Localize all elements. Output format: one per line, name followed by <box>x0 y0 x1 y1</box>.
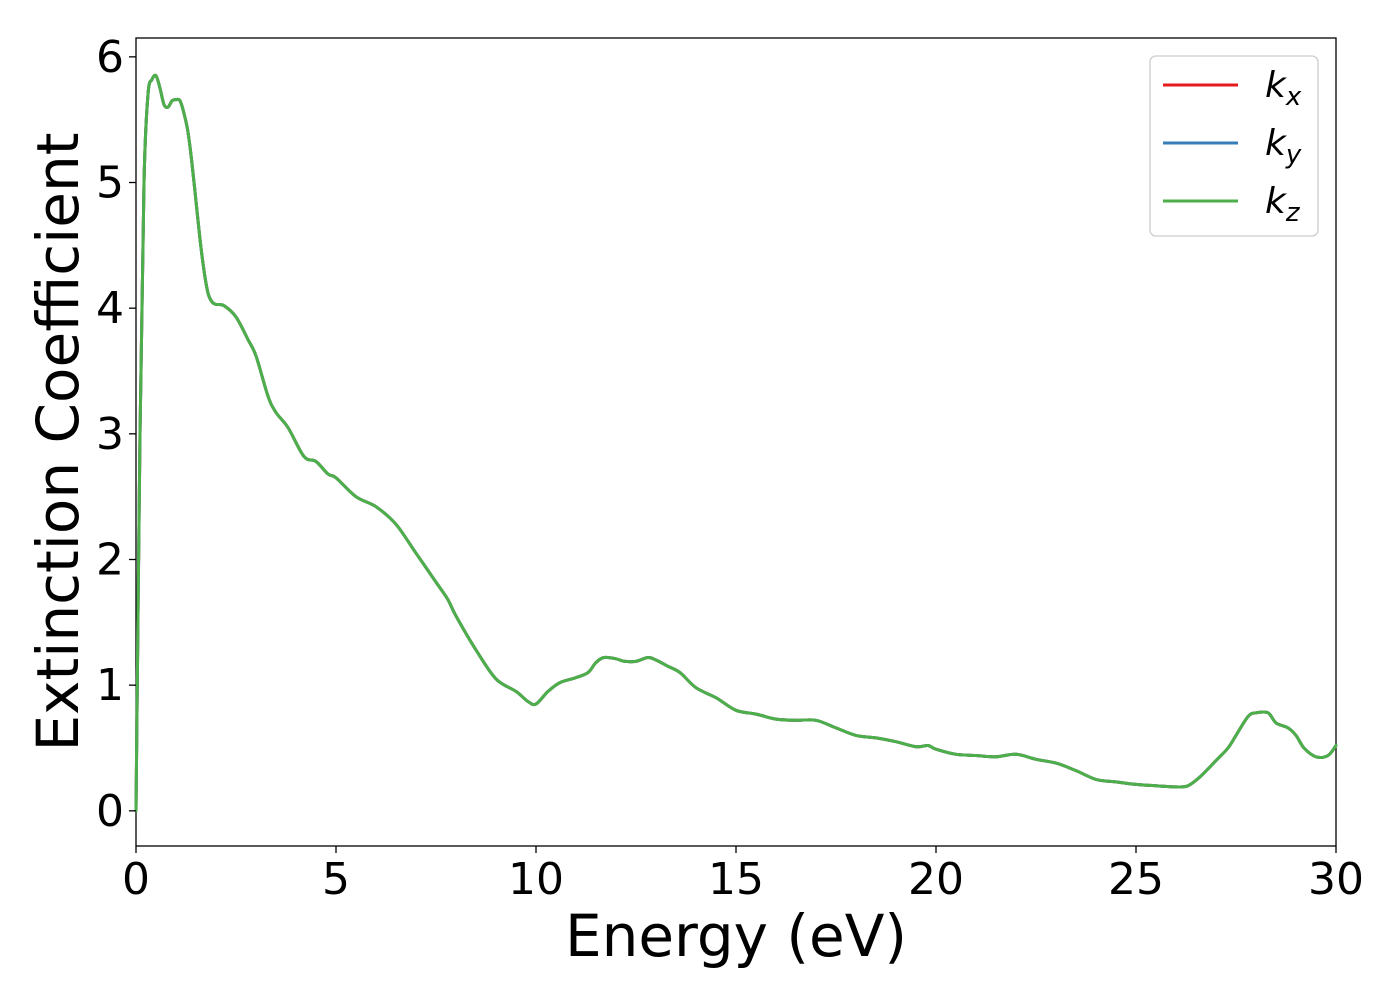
y-tick-label: 1 <box>96 660 124 711</box>
y-tick-label: 6 <box>96 32 124 83</box>
x-tick-label: 30 <box>1308 854 1364 905</box>
y-tick-label: 0 <box>96 786 124 837</box>
x-tick-label: 20 <box>908 854 964 905</box>
series-layer <box>134 73 1338 813</box>
plot-area <box>134 37 1338 847</box>
legend-frame <box>1149 55 1319 237</box>
series-line-kz <box>134 73 1338 813</box>
x-axis-label: Energy (eV) <box>565 902 907 970</box>
y-tick-label: 3 <box>96 409 124 460</box>
y-axis-label: Extinction Coefficient <box>24 133 92 752</box>
x-tick-label: 15 <box>708 854 764 905</box>
y-tick-label: 4 <box>96 283 124 334</box>
x-tick-label: 0 <box>122 854 150 905</box>
y-axis: 0 1 2 3 4 5 6 <box>96 32 136 837</box>
x-axis: 0 5 10 15 20 25 30 <box>122 846 1364 905</box>
y-tick-label: 5 <box>96 158 124 209</box>
y-tick-label: 2 <box>96 534 124 585</box>
x-tick-label: 5 <box>322 854 350 905</box>
x-tick-label: 25 <box>1108 854 1164 905</box>
x-tick-label: 10 <box>508 854 564 905</box>
